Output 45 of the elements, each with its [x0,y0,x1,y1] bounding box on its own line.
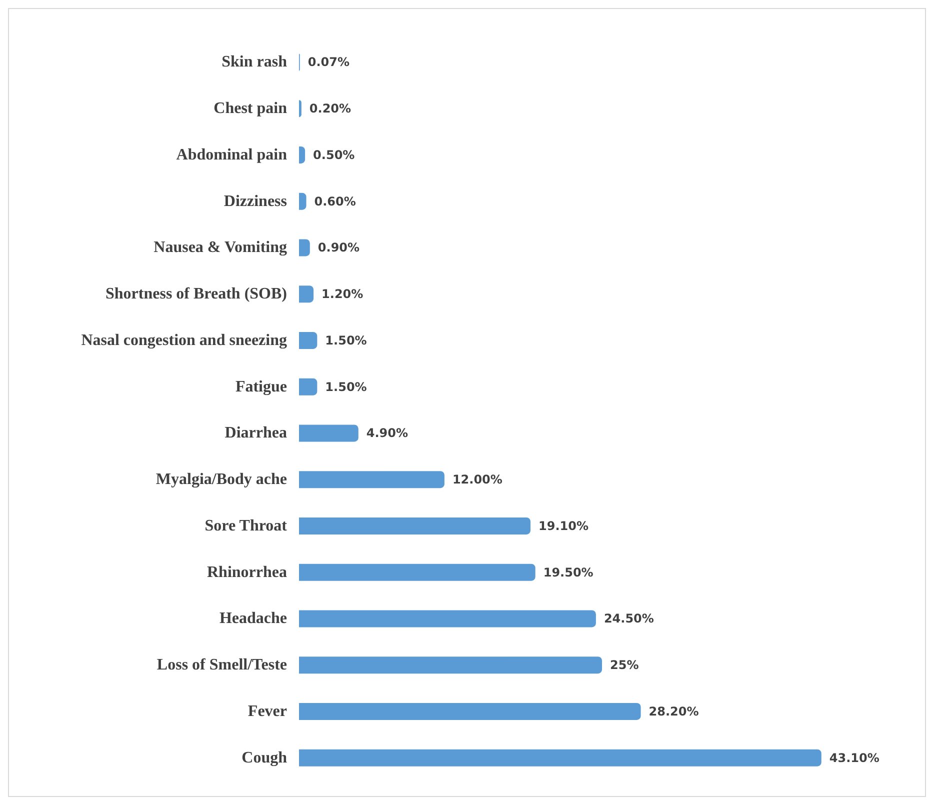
data-label: 25% [610,658,639,672]
y-tick-label: Shortness of Breath (SOB) [106,286,287,303]
bar [299,702,641,720]
bar [299,378,318,396]
bar [299,517,530,534]
data-label: 19.10% [538,518,588,533]
y-tick-label: Dizziness [224,192,287,210]
bar [299,286,314,303]
y-tick-label: Skin rash [222,54,288,71]
data-label: 1.50% [325,333,367,348]
bar [299,332,318,349]
y-tick-label: Rhinorrhea [207,564,287,581]
y-tick-label: Cough [242,749,288,766]
bar [299,656,602,674]
data-label: 0.60% [314,194,356,208]
data-label: 12.00% [452,472,502,487]
bar [299,424,358,442]
y-tick-label: Fatigue [235,378,287,396]
y-tick-label: Chest pain [214,100,288,118]
y-tick-label: Myalgia/Body ache [156,471,287,488]
data-label: 1.50% [325,380,367,394]
bar [299,239,310,256]
data-label: 0.50% [313,148,355,162]
data-label: 43.10% [829,750,880,765]
data-label: 0.07% [308,55,350,70]
y-tick-label: Abdominal pain [176,146,288,164]
data-label: 4.90% [366,426,408,440]
bar [299,192,306,210]
y-tick-label: Loss of Smell/Teste [156,656,287,674]
y-tick-label: Fever [248,702,287,720]
bar [299,610,596,628]
data-label: 0.20% [309,102,352,116]
data-label: 1.20% [322,287,364,302]
data-label: 0.90% [318,240,360,255]
y-tick-label: Diarrhea [224,424,287,442]
data-label: 28.20% [648,704,699,718]
y-tick-label: Nausea & Vomiting [154,239,287,256]
y-tick-label: Headache [219,610,287,628]
data-label: 24.50% [604,612,654,626]
y-tick-label: Sore Throat [204,517,288,534]
y-tick-label: Nasal congestion and sneezing [81,332,287,349]
bar [299,564,536,581]
data-label: 19.50% [543,565,594,580]
bar [299,749,822,766]
bar [299,471,444,488]
